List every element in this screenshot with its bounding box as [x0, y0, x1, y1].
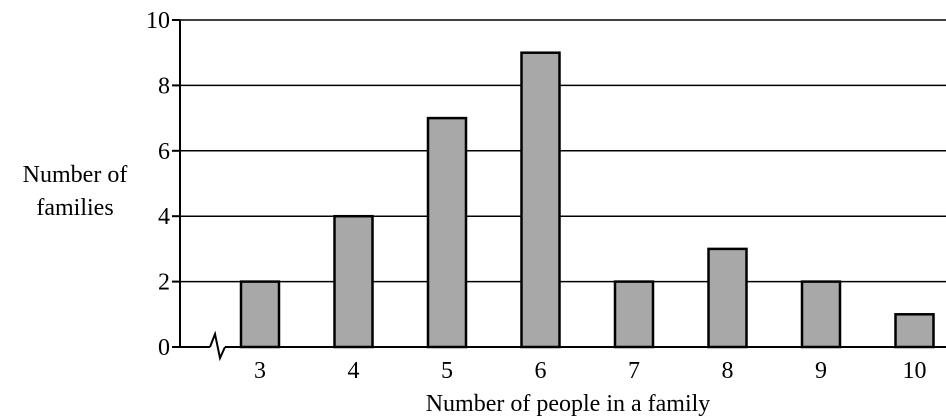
y-axis-label-line1: Number of: [23, 162, 128, 188]
x-tick-label: 5: [441, 358, 453, 384]
x-tick-label: 4: [348, 358, 360, 384]
x-tick-label: 7: [628, 358, 640, 384]
bar-4: [333, 214, 374, 349]
x-tick-label: 3: [254, 358, 266, 384]
y-tick-label: 10: [146, 8, 170, 34]
y-axis-label-line2: families: [36, 195, 113, 221]
y-tick-label: 4: [158, 204, 170, 230]
bar-7: [613, 280, 655, 349]
y-tick-label: 2: [158, 270, 170, 296]
bar-8: [707, 247, 748, 349]
bar-3: [239, 280, 281, 349]
bar-6: [520, 51, 561, 349]
y-ticks: 0 2 4 6 8 10: [146, 8, 180, 361]
axis-break-icon: [209, 330, 226, 362]
bar-9: [800, 280, 842, 349]
x-tick-label: 8: [722, 358, 734, 384]
y-tick-label: 0: [158, 335, 170, 361]
x-tick-label: 6: [535, 358, 547, 384]
x-ticks: 3 4 5 6 7 8 9 10: [254, 358, 927, 384]
bars: [239, 51, 935, 349]
x-axis-label: Number of people in a family: [426, 391, 711, 417]
x-tick-label: 10: [903, 358, 927, 384]
x-tick-label: 9: [815, 358, 827, 384]
bar-10: [894, 313, 935, 349]
y-tick-label: 6: [158, 139, 170, 165]
gridlines: [180, 19, 946, 283]
axes: [179, 20, 946, 362]
y-tick-label: 8: [158, 73, 170, 99]
bar-5: [426, 116, 468, 349]
